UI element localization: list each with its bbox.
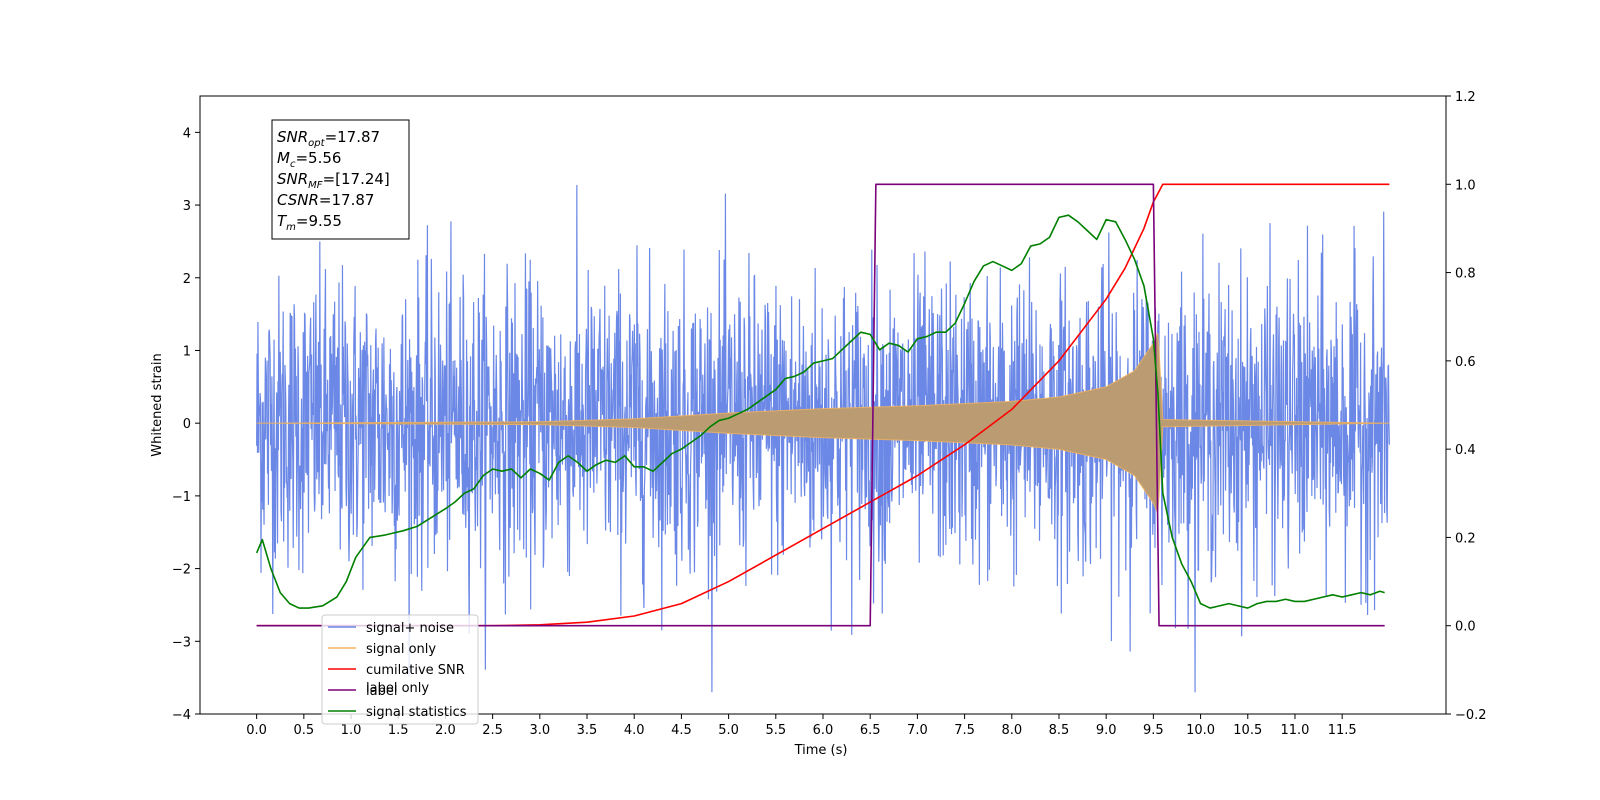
x-tick-label: 4.0 [624,723,645,738]
annotation-value: =17.87 [319,191,375,209]
x-tick-label: 6.0 [813,723,834,738]
legend-label: signal only [366,642,436,657]
legend-label: cumilative SNR [366,663,465,678]
y-tick-label: −1 [172,490,191,505]
y-axis: −4 −3 −2 −1 0 1 2 3 4 [172,126,200,723]
legend-label: signal statistics [366,705,467,720]
annotation-line: Mc=5.56 [277,149,341,170]
annotation-value: =9.55 [296,212,342,230]
y2-tick-label: 1.0 [1455,178,1476,193]
annotation-line: SNRopt=17.87 [277,128,380,149]
annotation-subscript: c [290,159,296,170]
y-tick-label: −4 [172,708,191,723]
series-layer [255,183,1390,693]
x-tick-label: 3.5 [577,723,598,738]
x-tick-label: 2.0 [435,723,456,738]
annotation-symbol: T [277,212,288,230]
x-tick-label: 4.5 [671,723,692,738]
x-tick-label: 9.5 [1143,723,1164,738]
x-tick-label: 1.5 [388,723,409,738]
legend-label: label [366,684,397,699]
y-tick-label: 3 [183,199,191,214]
annotation-subscript: MF [308,180,323,191]
y-tick-label: −3 [172,635,191,650]
x-tick-label: 5.0 [718,723,739,738]
y2-tick-label: 0.4 [1455,443,1476,458]
annotation-box: SNRopt=17.87Mc=5.56SNRMF=[17.24]CSNR=17.… [271,119,410,240]
annotation-symbol: SNR [277,128,308,146]
x-tick-label: 1.0 [341,723,362,738]
legend-label: signal+ noise [366,621,454,636]
annotation-frame [271,119,410,240]
series-signal-only [256,332,1390,514]
x-tick-label: 11.0 [1280,723,1309,738]
annotation-subscript: m [286,222,296,233]
annotation-value: =5.56 [295,149,341,167]
x-tick-label: 7.5 [954,723,975,738]
annotation-subscript: opt [308,138,325,149]
x-tick-label: 10.0 [1186,723,1215,738]
legend-overlapped-label: label only [366,681,429,696]
x-tick-label: 6.5 [860,723,881,738]
annotation-symbol: M [277,149,290,167]
x-tick-label: 0.0 [246,723,267,738]
x-axis-label: Time (s) [794,743,848,758]
annotation-line: SNRMF=[17.24] [277,170,390,191]
y2-tick-label: 0.6 [1455,355,1476,370]
y-tick-label: 1 [183,344,191,359]
y-tick-label: −2 [172,563,191,578]
annotation-line: Tm=9.55 [277,212,342,233]
annotation-symbol: SNR [277,170,308,188]
x-tick-label: 8.5 [1049,723,1070,738]
annotation-symbol: CSNR [277,191,319,209]
series-signal-statistics [255,214,1385,609]
y2-tick-label: 1.2 [1455,90,1476,105]
y-tick-label: 4 [183,126,191,141]
annotation-value: =17.87 [325,128,381,146]
annotation-line: CSNR=17.87 [277,191,374,209]
x-axis: 0.0 0.5 1.0 1.5 2.0 2.5 3.0 3.5 4.0 4.5 5.0 5.5 6.0 6… [246,714,1357,738]
x-tick-label: 3.0 [529,723,550,738]
x-tick-label: 5.5 [765,723,786,738]
y-tick-label: 2 [183,272,191,287]
y2-axis-right: −0.2 0.0 0.2 0.4 0.6 0.8 1.0 1.2 [1446,90,1487,723]
y-tick-label: 0 [183,417,191,432]
annotation-value: =[17.24] [323,170,390,188]
legend-frame [321,614,479,725]
x-tick-label: 2.5 [482,723,503,738]
x-tick-label: 10.5 [1233,723,1262,738]
x-tick-label: 8.0 [1001,723,1022,738]
plot-area [255,183,1390,693]
x-tick-label: 7.0 [907,723,928,738]
y2-tick-label: 0.0 [1455,620,1476,635]
legend: label only signal+ noise signal only cumila… [321,614,479,725]
x-tick-label: 11.5 [1328,723,1357,738]
series-label [256,183,1385,627]
y2-tick-label: 0.8 [1455,267,1476,282]
y-axis-label: Whitened strain [150,353,165,456]
y2-tick-label: 0.2 [1455,531,1476,546]
x-tick-label: 0.5 [293,723,314,738]
y2-tick-label: −0.2 [1455,708,1487,723]
x-tick-label: 9.0 [1096,723,1117,738]
series-cumilative-snr [256,183,1390,627]
